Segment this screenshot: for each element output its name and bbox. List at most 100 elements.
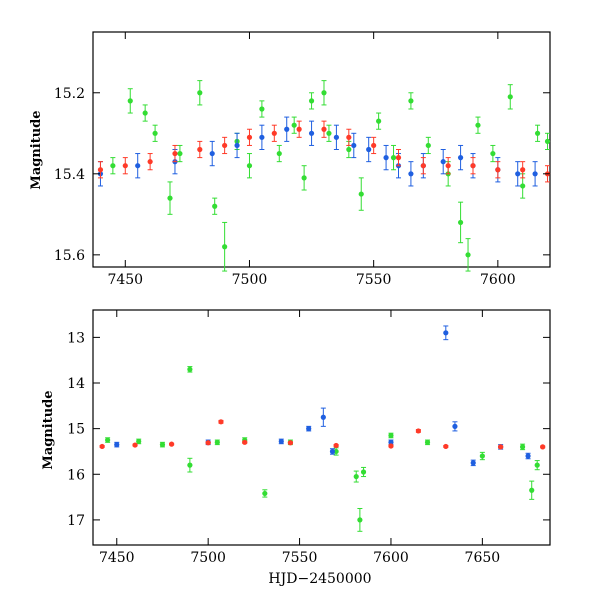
data-point-green xyxy=(291,122,297,128)
data-point-green xyxy=(321,90,327,96)
top-panel-points xyxy=(97,80,551,272)
x-tick-label: 7450 xyxy=(107,272,143,288)
data-point-blue xyxy=(259,134,265,140)
data-point-green xyxy=(246,163,253,169)
data-point-green xyxy=(187,462,193,468)
data-point-red xyxy=(99,443,105,450)
data-point-green xyxy=(159,442,166,448)
data-point-blue xyxy=(234,142,240,149)
data-point-green xyxy=(127,98,133,104)
x-tick-label: 7600 xyxy=(480,272,516,288)
bottom-panel-frame xyxy=(92,309,551,546)
data-point-red xyxy=(246,134,253,140)
data-point-blue xyxy=(383,155,389,161)
data-point-blue xyxy=(452,423,458,429)
data-point-green xyxy=(408,98,414,104)
data-point-blue xyxy=(470,460,476,466)
data-point-red xyxy=(346,134,352,140)
data-point-red xyxy=(445,163,451,169)
data-point-green xyxy=(534,130,541,136)
y-tick-label: 15.6 xyxy=(54,248,85,264)
y-tick-label: 16 xyxy=(67,467,85,483)
data-point-green xyxy=(346,146,352,153)
data-point-blue xyxy=(329,448,336,455)
x-tick-label: 7500 xyxy=(232,272,268,288)
data-point-blue xyxy=(366,146,372,153)
data-point-green xyxy=(544,138,551,144)
data-point-green xyxy=(214,439,220,445)
y-tick-label: 15.2 xyxy=(54,86,85,102)
data-point-green xyxy=(333,448,339,455)
data-point-blue xyxy=(209,150,215,157)
data-point-red xyxy=(395,155,402,161)
data-point-blue xyxy=(408,171,414,177)
x-tick-label: 7500 xyxy=(190,550,226,566)
bottom-panel-points xyxy=(99,325,546,532)
data-point-red xyxy=(222,142,228,149)
data-point-green xyxy=(105,437,111,443)
data-point-green xyxy=(177,150,183,157)
data-point-green xyxy=(136,438,142,445)
data-point-green xyxy=(457,219,464,226)
x-tick-label: 7550 xyxy=(282,550,318,566)
data-point-blue xyxy=(278,438,284,445)
data-point-green xyxy=(222,244,228,250)
bottom-x-axis-label: HJD−2450000 xyxy=(268,571,371,587)
data-point-red xyxy=(172,150,178,157)
top-panel: 7450 7500 7550 7600 15.2 15.4 15.6 Magnitude xyxy=(29,31,551,288)
data-point-blue xyxy=(515,171,521,177)
bottom-panel-ticks: 7450 7500 7550 7600 7650 13 14 15 16 17 xyxy=(67,310,550,566)
data-point-blue xyxy=(333,134,340,140)
top-y-axis-label: Magnitude xyxy=(29,110,44,189)
data-point-blue xyxy=(351,142,357,149)
data-point-red xyxy=(271,130,277,136)
data-point-green xyxy=(276,150,282,157)
bottom-panel: 7450 7500 7550 7600 7650 13 14 15 16 17 Magnitude… xyxy=(41,309,551,587)
data-point-green xyxy=(424,439,431,445)
y-tick-label: 17 xyxy=(67,513,85,529)
data-point-blue xyxy=(320,414,326,420)
y-tick-label: 15.4 xyxy=(54,167,85,183)
x-tick-label: 7550 xyxy=(356,272,392,288)
data-point-red xyxy=(97,167,104,173)
data-point-green xyxy=(142,110,148,116)
data-point-green xyxy=(507,94,513,100)
top-panel-ticks: 7450 7500 7550 7600 15.2 15.4 15.6 xyxy=(54,32,550,288)
y-tick-label: 14 xyxy=(67,376,85,392)
data-point-blue xyxy=(532,171,538,177)
data-point-green xyxy=(479,453,485,459)
data-point-green xyxy=(490,150,496,157)
data-point-red xyxy=(169,441,175,447)
data-point-red xyxy=(420,163,426,169)
data-point-green xyxy=(167,195,173,201)
data-point-green xyxy=(534,462,540,468)
data-point-green xyxy=(212,203,218,209)
data-point-green xyxy=(360,469,367,475)
data-point-red xyxy=(470,163,476,169)
data-point-blue xyxy=(114,442,120,448)
x-tick-label: 7650 xyxy=(465,550,501,566)
data-point-green xyxy=(301,175,307,181)
data-point-red xyxy=(296,126,302,132)
data-point-green xyxy=(390,155,397,161)
y-tick-label: 15 xyxy=(67,422,85,438)
data-point-blue xyxy=(135,163,141,169)
data-point-red xyxy=(371,142,377,149)
data-point-red xyxy=(218,419,224,425)
data-point-blue xyxy=(457,155,464,161)
data-point-red xyxy=(132,442,138,448)
top-panel-frame xyxy=(92,31,551,268)
data-point-red xyxy=(147,159,153,165)
data-point-green xyxy=(259,106,265,112)
data-point-red xyxy=(197,146,203,153)
data-point-red xyxy=(321,126,327,132)
data-point-green xyxy=(326,130,332,136)
data-point-red xyxy=(287,440,294,446)
data-point-green xyxy=(388,432,394,439)
data-point-green xyxy=(529,487,535,493)
data-point-green xyxy=(110,163,116,169)
data-point-red xyxy=(495,167,501,173)
data-point-blue xyxy=(308,130,315,136)
data-point-green xyxy=(197,90,203,96)
